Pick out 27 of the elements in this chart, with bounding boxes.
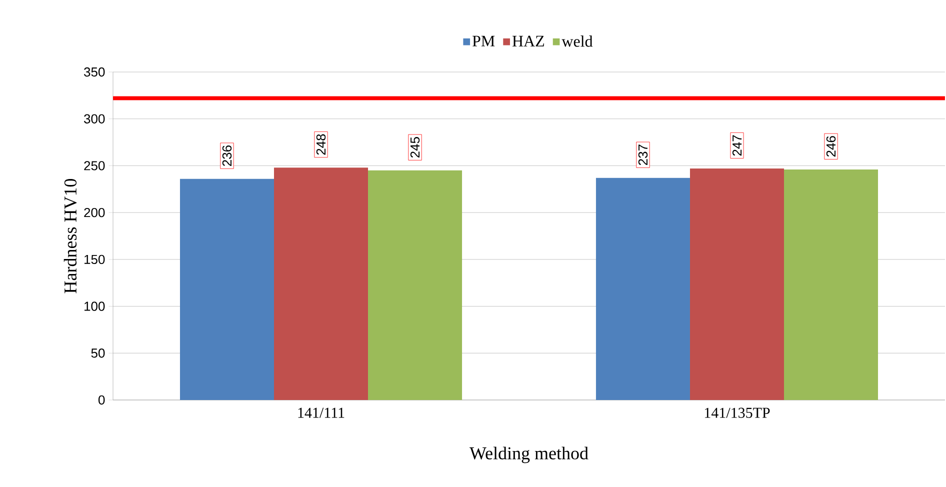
bar xyxy=(274,168,368,400)
x-tick-label: 141/135TP xyxy=(704,408,770,418)
y-tick-label: 0 xyxy=(98,395,105,405)
y-tick-label: 200 xyxy=(84,208,105,218)
x-tick-label: 141/111 xyxy=(298,408,344,418)
y-tick-label: 150 xyxy=(84,254,105,264)
bar xyxy=(690,168,784,400)
legend-label: PM xyxy=(472,36,495,46)
x-axis-title: Welding method xyxy=(470,446,588,464)
data-label: 236 xyxy=(222,146,232,166)
y-tick-label: 300 xyxy=(84,114,105,124)
y-tick-label: 350 xyxy=(84,67,105,77)
bar xyxy=(368,170,462,400)
y-tick-label: 50 xyxy=(91,348,105,358)
data-label: 248 xyxy=(316,134,326,155)
y-tick-label: 100 xyxy=(84,302,105,311)
y-axis-title: Hardness HV10 xyxy=(64,178,77,294)
bar xyxy=(596,178,690,400)
bar xyxy=(784,169,878,400)
bar xyxy=(180,178,274,400)
data-label: 237 xyxy=(638,144,648,166)
legend-label: weld xyxy=(562,36,593,47)
data-label: 246 xyxy=(826,136,836,157)
data-label: 247 xyxy=(732,135,742,156)
data-label: 245 xyxy=(410,137,420,158)
legend-label: HAZ xyxy=(512,36,544,46)
y-tick-label: 250 xyxy=(84,161,105,170)
